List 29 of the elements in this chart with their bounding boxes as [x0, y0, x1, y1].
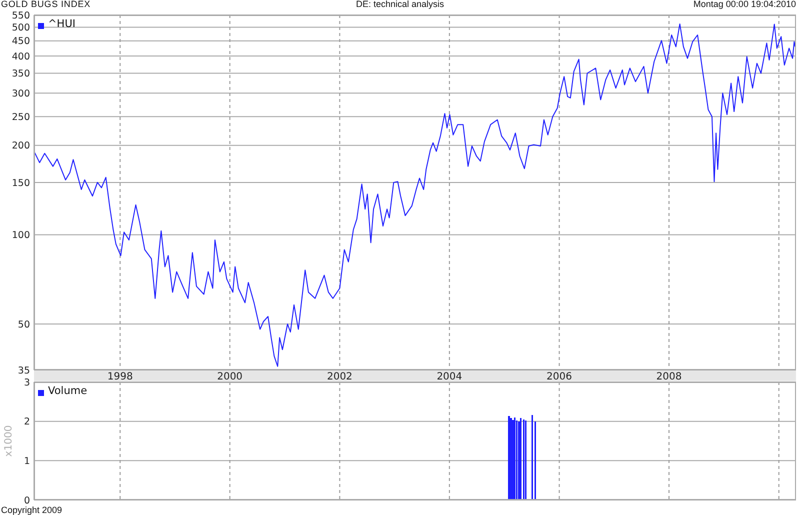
x-tick-label: 2004	[436, 372, 462, 382]
x-tick-label: 1998	[107, 372, 133, 382]
y-tick-label: 1	[24, 456, 30, 467]
legend-label: ^HUI	[48, 18, 76, 30]
y-tick-label: 100	[12, 230, 30, 242]
chart-title: GOLD BUGS INDEX	[1, 0, 91, 9]
y-tick-label: 150	[12, 178, 30, 189]
x-tick-label: 2000	[217, 372, 243, 382]
y-tick-label: 500	[12, 22, 30, 34]
y-tick-label: 50	[18, 319, 30, 330]
legend-label: Volume	[48, 385, 88, 397]
y-tick-label: 0	[24, 495, 30, 506]
x-tick-label: 2008	[656, 372, 682, 382]
y-tick-label: 250	[12, 112, 30, 123]
text: Copyright 2009	[1, 505, 62, 515]
y-tick-label: 2	[24, 416, 30, 428]
x-tick-label: 2002	[326, 372, 352, 382]
text: Montag 00:00 19:04:2010	[693, 0, 796, 9]
y-tick-label: 400	[12, 51, 30, 62]
y-tick-label: 200	[12, 140, 30, 152]
y-tick-label: 3	[24, 377, 30, 388]
x-tick-label: 2006	[546, 372, 572, 382]
text: DE: technical analysis	[356, 0, 444, 9]
y-tick-label: 300	[12, 88, 30, 100]
y-tick-label: 550	[12, 10, 30, 22]
y-axis-title: x1000	[4, 425, 14, 457]
y-tick-label: 35	[18, 365, 30, 376]
y-tick-label: 350	[12, 68, 30, 80]
y-tick-label: 450	[12, 36, 30, 48]
